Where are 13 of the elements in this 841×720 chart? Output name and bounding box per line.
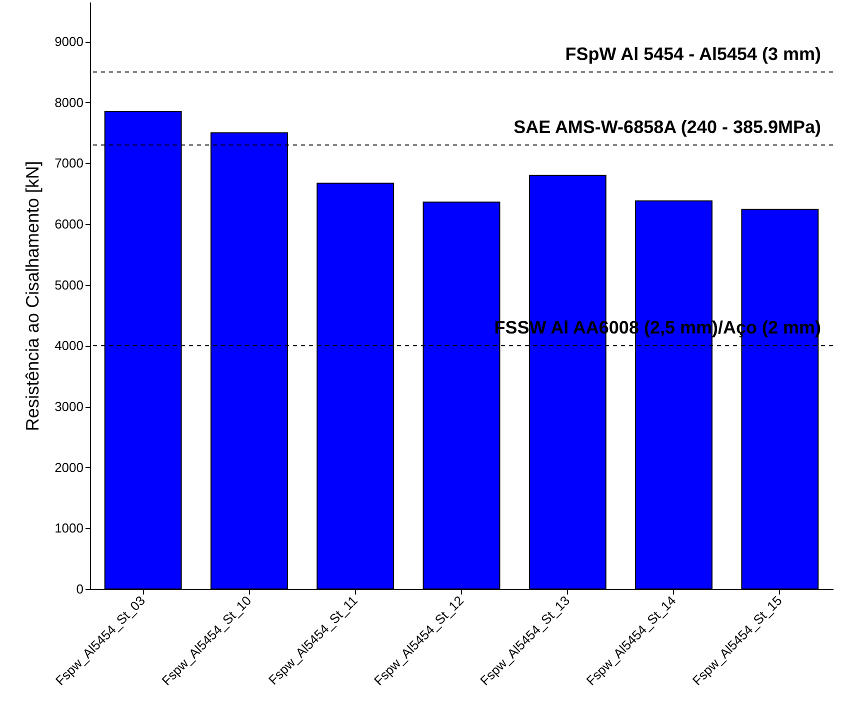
y-axis-title: Resistência ao Cisalhamento [kN] <box>22 160 43 432</box>
y-tick-label: 8000 <box>54 94 84 110</box>
y-tick-label: 9000 <box>54 34 84 50</box>
ref-line-label: SAE AMS-W-6858A (240 - 385.9MPa) <box>514 116 822 137</box>
y-tick-label: 2000 <box>54 460 84 475</box>
y-tick-label: 5000 <box>54 277 84 292</box>
y-tick-label: 1000 <box>54 520 84 536</box>
y-tick-label: 7000 <box>54 156 84 171</box>
ref-line-label: FSpW Al 5454 - Al5454 (3 mm) <box>565 44 821 64</box>
y-tick-label: 3000 <box>54 399 84 414</box>
y-tick-label: 4000 <box>54 338 84 354</box>
y-tick-label: 6000 <box>54 216 84 232</box>
y-tick-label: 0 <box>76 582 84 596</box>
